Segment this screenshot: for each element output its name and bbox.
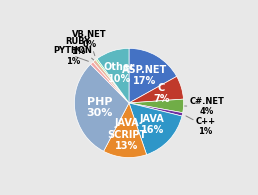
Wedge shape — [91, 62, 129, 103]
Wedge shape — [93, 60, 129, 103]
Text: ASP.NET
17%: ASP.NET 17% — [123, 65, 168, 86]
Wedge shape — [96, 59, 129, 103]
Text: PYTHON
1%: PYTHON 1% — [54, 46, 93, 66]
Text: PHP
30%: PHP 30% — [86, 97, 112, 118]
Wedge shape — [103, 103, 147, 158]
Text: JAVA
16%: JAVA 16% — [140, 113, 165, 135]
Wedge shape — [129, 99, 184, 113]
Text: C
7%: C 7% — [153, 82, 170, 104]
Text: JAVA
SCRIPT
13%: JAVA SCRIPT 13% — [107, 118, 146, 151]
Wedge shape — [97, 48, 129, 103]
Wedge shape — [129, 103, 183, 116]
Text: Other
10%: Other 10% — [103, 62, 135, 84]
Text: VB.NET
0%: VB.NET 0% — [72, 30, 107, 56]
Wedge shape — [129, 76, 183, 103]
Wedge shape — [129, 48, 177, 103]
Wedge shape — [129, 103, 182, 155]
Text: C#.NET
4%: C#.NET 4% — [185, 97, 224, 116]
Wedge shape — [74, 64, 129, 151]
Text: RUBY
1%: RUBY 1% — [66, 37, 94, 60]
Text: C++
1%: C++ 1% — [186, 116, 216, 136]
